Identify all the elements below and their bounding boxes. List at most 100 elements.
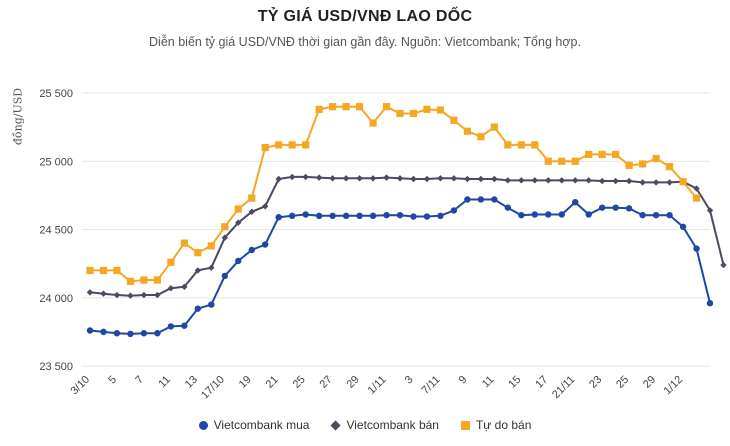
data-point [342,175,350,182]
data-point [275,141,283,149]
data-point [504,141,512,149]
data-point [558,177,565,184]
chart-subtitle: Diễn biến tỷ giá USD/VNĐ thời gian gần đ… [149,35,581,49]
data-point [504,204,512,211]
data-point [572,177,579,184]
data-point [261,144,269,152]
data-point [545,177,552,184]
data-point [652,154,660,163]
data-point [315,212,323,220]
data-point [706,207,714,214]
data-point [382,103,391,111]
data-point [181,283,188,291]
data-point [383,174,390,181]
data-point [329,103,337,111]
data-point [544,157,552,165]
y-tick-label: 25 000 [39,156,73,168]
data-point [410,213,417,220]
x-tick-label: 7 [133,374,146,387]
legend-swatch-ban [330,419,342,431]
data-point [693,185,700,192]
legend-swatch-tudo [460,420,470,430]
y-tick-label: 25 500 [39,88,73,100]
data-point [315,174,323,181]
data-point [302,173,309,181]
x-tick-label: 25 [291,374,308,391]
chart-title: TỶ GIÁ USD/VNĐ LAO DỐC [257,8,473,25]
data-point [585,177,592,184]
data-point [720,261,727,269]
data-point [585,150,593,159]
data-point [113,330,121,337]
data-point [666,179,673,186]
data-point [140,291,148,299]
data-point [558,157,566,165]
data-point [86,327,94,334]
x-tick-label: 13 [183,374,200,391]
x-tick-label: 29 [345,374,362,391]
data-point [369,212,377,220]
x-tick-label: 17 [533,374,550,391]
data-point [666,211,673,219]
data-point [86,266,94,275]
data-point [127,330,134,338]
legend-swatch-mua [198,420,208,430]
data-point [167,284,175,292]
data-point [369,119,377,127]
data-point [194,267,202,274]
data-point [86,289,94,296]
x-tick-label: 17/10 [199,374,227,402]
data-point [383,211,390,219]
data-point [652,211,660,219]
data-point [625,161,633,169]
data-point [639,160,647,168]
data-point [531,177,538,184]
data-point [221,223,229,231]
data-point [639,179,646,186]
series-line-1 [89,175,725,297]
data-point [572,199,579,206]
data-point [113,266,121,275]
data-point [450,116,458,124]
data-point [315,105,323,113]
data-point [167,258,175,266]
legend-item-mua: Vietcombank mua [198,418,309,432]
data-point [235,219,242,226]
data-point [275,214,282,221]
data-point [639,211,646,219]
data-point [262,203,269,210]
x-tick-label: 25 [614,374,631,391]
data-point [126,277,135,285]
x-tick-label: 1/11 [366,374,389,397]
data-point [410,175,417,183]
data-point [423,175,431,183]
data-point [275,175,282,183]
data-point [436,106,445,114]
data-point [463,127,471,135]
data-point [154,330,161,337]
legend-label-ban: Vietcombank bán [346,418,439,432]
data-point [598,204,606,211]
data-point [450,175,458,182]
data-point [612,204,619,211]
data-point [396,211,404,219]
data-point [208,264,215,271]
data-point [612,177,619,185]
data-point [194,305,202,312]
data-point [302,211,309,218]
data-point [356,175,363,182]
data-point [356,212,363,220]
data-point [234,205,242,213]
data-point [490,123,498,131]
legend: Vietcombank mua Vietcombank bán Tự do bá… [0,418,730,432]
data-point [585,211,592,218]
data-point [329,212,336,220]
data-point [194,249,202,257]
data-point [167,323,175,330]
data-point [423,213,431,220]
x-tick-label: 23 [587,374,604,391]
data-point [437,212,444,220]
data-point [477,175,485,183]
legend-label-tudo: Tự do bán [475,418,532,432]
line-chart: 23 500 24 000 24 500 25 000 25 500 3/10 5 7 11 13… [39,88,727,402]
